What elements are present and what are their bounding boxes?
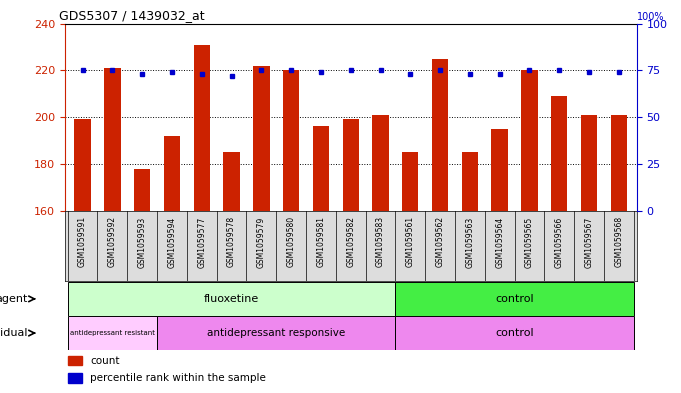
Text: fluoxetine: fluoxetine xyxy=(204,294,259,304)
Text: control: control xyxy=(495,294,534,304)
Bar xyxy=(492,129,508,393)
Text: individual: individual xyxy=(0,328,27,338)
Bar xyxy=(74,119,91,393)
Text: GSM1059594: GSM1059594 xyxy=(168,216,176,268)
Bar xyxy=(193,45,210,393)
Text: GSM1059582: GSM1059582 xyxy=(346,216,355,267)
Bar xyxy=(104,68,121,393)
Bar xyxy=(134,169,151,393)
Bar xyxy=(163,136,180,393)
Text: GSM1059580: GSM1059580 xyxy=(287,216,296,267)
Bar xyxy=(343,119,359,393)
Text: antidepressant responsive: antidepressant responsive xyxy=(207,328,345,338)
Text: antidepressant resistant: antidepressant resistant xyxy=(70,330,155,336)
Bar xyxy=(157,316,396,350)
Bar xyxy=(67,316,157,350)
Text: GSM1059592: GSM1059592 xyxy=(108,216,117,267)
Text: GSM1059581: GSM1059581 xyxy=(317,216,326,267)
Bar xyxy=(402,152,419,393)
Bar xyxy=(313,127,329,393)
Text: count: count xyxy=(91,356,120,365)
Bar xyxy=(67,282,396,316)
Text: GSM1059561: GSM1059561 xyxy=(406,216,415,267)
Text: GSM1059577: GSM1059577 xyxy=(197,216,206,268)
Bar xyxy=(611,115,627,393)
Text: GSM1059578: GSM1059578 xyxy=(227,216,236,267)
Text: GSM1059564: GSM1059564 xyxy=(495,216,504,268)
Text: percentile rank within the sample: percentile rank within the sample xyxy=(91,373,266,383)
Text: GSM1059579: GSM1059579 xyxy=(257,216,266,268)
Bar xyxy=(432,59,448,393)
Text: GSM1059567: GSM1059567 xyxy=(584,216,594,268)
Text: GSM1059563: GSM1059563 xyxy=(465,216,475,268)
Bar xyxy=(521,70,538,393)
Bar xyxy=(462,152,478,393)
Bar xyxy=(223,152,240,393)
Bar xyxy=(67,373,82,383)
Bar xyxy=(396,316,634,350)
Text: control: control xyxy=(495,328,534,338)
Text: GSM1059593: GSM1059593 xyxy=(138,216,146,268)
Text: GSM1059591: GSM1059591 xyxy=(78,216,87,267)
Bar xyxy=(373,115,389,393)
Text: GSM1059562: GSM1059562 xyxy=(436,216,445,267)
Text: agent: agent xyxy=(0,294,27,304)
Text: 100%: 100% xyxy=(637,12,664,22)
Bar xyxy=(283,70,300,393)
Text: GSM1059568: GSM1059568 xyxy=(614,216,623,267)
Text: GSM1059565: GSM1059565 xyxy=(525,216,534,268)
Text: GDS5307 / 1439032_at: GDS5307 / 1439032_at xyxy=(59,9,204,22)
Bar xyxy=(253,66,270,393)
Text: GSM1059566: GSM1059566 xyxy=(555,216,564,268)
Text: GSM1059583: GSM1059583 xyxy=(376,216,385,267)
Bar xyxy=(396,282,634,316)
Bar xyxy=(581,115,597,393)
Bar xyxy=(551,96,567,393)
Bar xyxy=(67,356,82,365)
